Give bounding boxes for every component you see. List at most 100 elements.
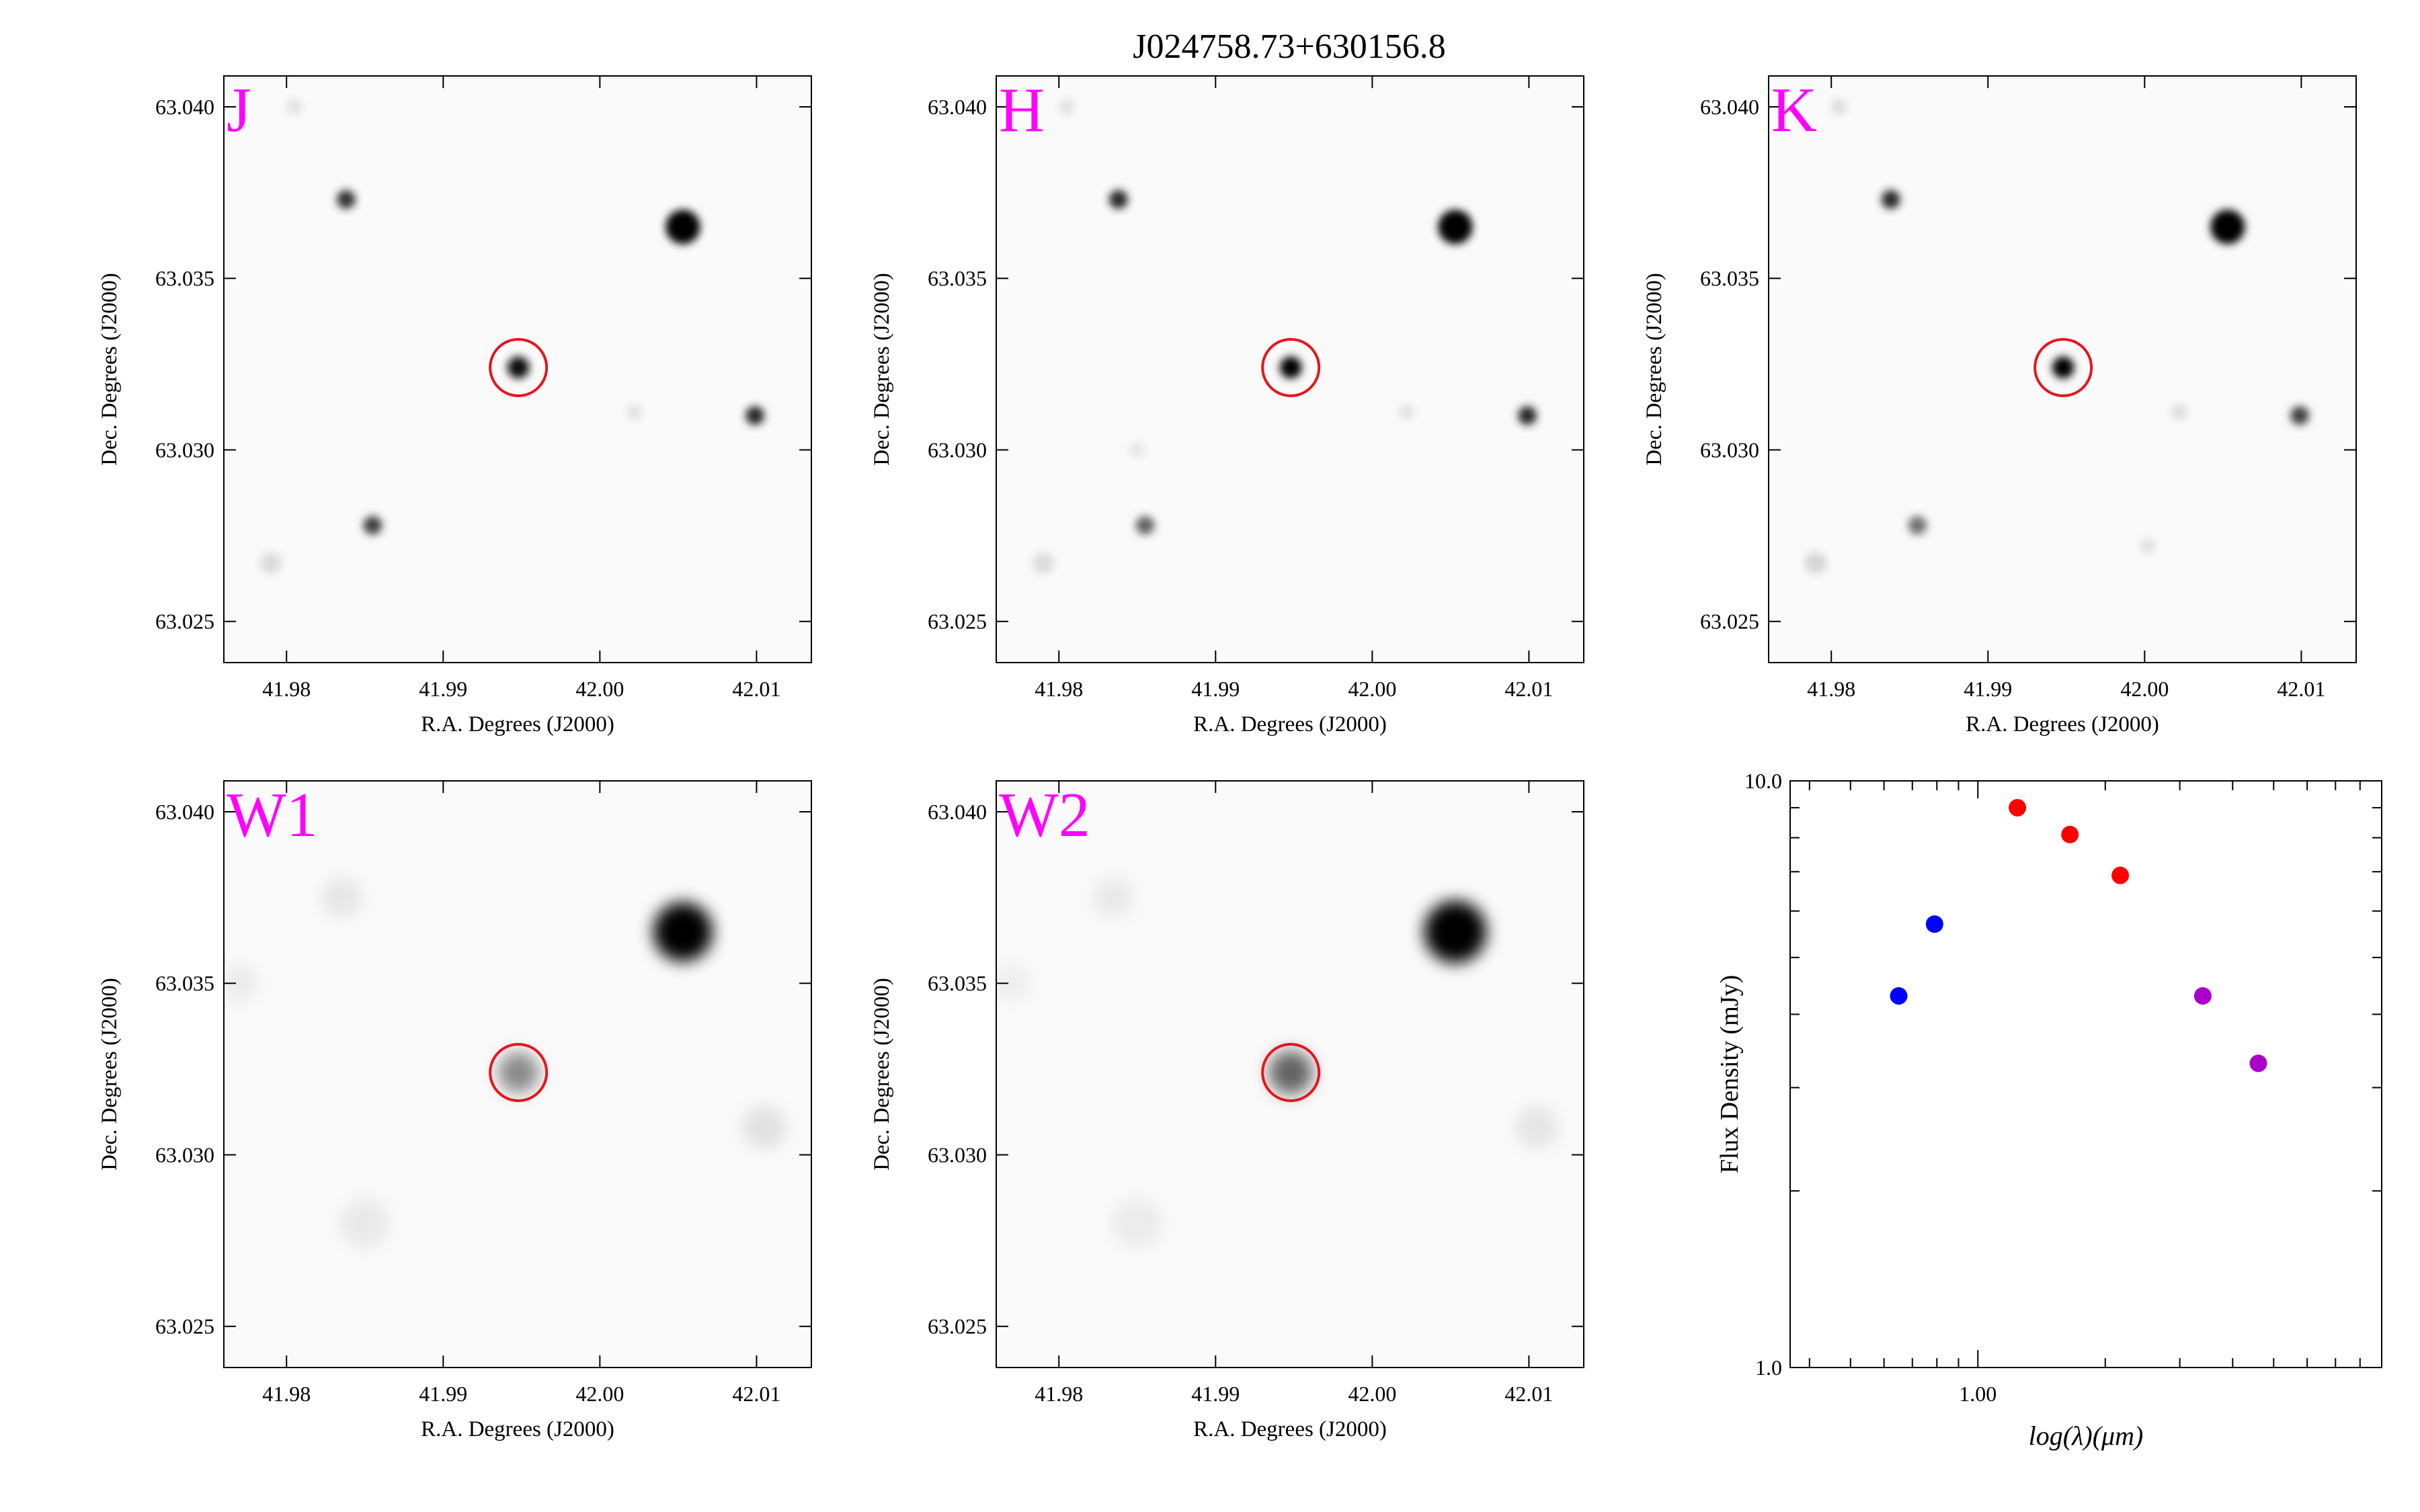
y-axis-label: Dec. Degrees (J2000) [97,273,122,466]
star-8 [1129,442,1145,458]
x-tick-label: 41.99 [419,677,467,701]
x-axis-label: R.A. Degrees (J2000) [1193,1417,1387,1441]
y-tick-label: 63.025 [928,1314,987,1339]
star-0 [1424,900,1487,964]
star-4 [1135,515,1155,535]
band-label: J [227,75,251,145]
panel-frame [996,75,1584,663]
x-tick-label: 42.01 [732,1382,780,1406]
star-2 [742,1105,787,1150]
star-6 [1831,99,1847,115]
y-tick-label: 63.040 [155,95,214,119]
y-tick-label: 63.035 [155,266,214,290]
star-0 [2210,209,2245,245]
star-0 [653,902,713,962]
star-field [1804,99,2310,575]
y-tick-label: 63.035 [928,266,987,290]
y-tick-label: 63.030 [1700,437,1759,462]
band-label: H [999,75,1045,145]
star-7 [626,404,643,420]
panel-frame [996,780,1584,1368]
star-4 [363,515,382,535]
star-4 [1908,515,1927,535]
y-tick-label: 63.025 [155,610,214,634]
x-axis-label: R.A. Degrees (J2000) [421,1417,614,1441]
star-5 [224,964,259,1003]
y-tick-label: 63.040 [1700,95,1759,119]
star-4 [1112,1198,1163,1249]
y-tick-label: 63.025 [155,1314,214,1339]
panel-frame [1768,75,2357,663]
star-0 [1438,209,1473,245]
star-3 [1108,190,1128,209]
target-circle [1261,337,1321,397]
y-tick-label: 63.040 [928,800,987,824]
y-axis-label: Dec. Degrees (J2000) [1642,273,1666,466]
star-2 [1518,406,1537,425]
target-circle [489,337,549,397]
panel-frame [223,780,812,1368]
star-8 [2140,538,2156,554]
x-tick-label: 42.00 [575,1382,624,1406]
x-tick-label: 1.00 [1959,1382,1997,1406]
y-tick-label: 63.025 [928,610,987,634]
y-axis-label: Dec. Degrees (J2000) [870,978,894,1171]
panel-frame [223,75,812,663]
star-field [1032,99,1537,575]
figure-title: J024758.73+630156.8 [1133,28,1446,66]
band-label: K [1771,75,1817,145]
sed-chart: 1.0 10.0 1.00 log(λ)(μm) Flux Density (mJy) [1716,769,2382,1451]
y-axis-label: Flux Density (mJy) [1716,975,1744,1174]
star-5 [1032,552,1055,575]
band-label: W2 [999,780,1090,850]
x-tick-label: 41.98 [1035,677,1083,701]
x-tick-label: 42.00 [1348,677,1396,701]
target-circle [1261,1042,1321,1102]
panel-w1: 41.98 41.99 42.00 42.01 63.025 63.030 63.035 63… [97,780,812,1441]
data-point-0 [1890,986,1908,1005]
star-0 [666,209,700,245]
star-3 [1093,877,1135,918]
star-1 [497,1052,539,1093]
star-3 [1881,190,1900,209]
x-tick-label: 41.98 [262,1382,311,1406]
y-axis-label: Dec. Degrees (J2000) [870,273,894,466]
x-tick-label: 41.99 [1191,1382,1240,1406]
data-point-4 [2111,866,2130,884]
x-tick-label: 42.00 [2120,677,2169,701]
star-6 [286,99,302,115]
y-tick-label: 63.030 [928,437,987,462]
star-1 [1268,1050,1313,1095]
x-tick-label: 41.98 [1807,677,1855,701]
star-5 [259,552,282,575]
y-tick-label: 10.0 [1744,769,1782,793]
x-tick-label: 42.00 [575,677,624,701]
x-axis-label: R.A. Degrees (J2000) [421,712,614,737]
y-tick-label: 63.040 [155,800,214,824]
star-field [259,99,765,575]
y-tick-label: 63.040 [928,95,987,119]
data-point-1 [1925,915,1943,933]
star-field [996,877,1559,1249]
star-2 [745,406,765,425]
data-point-2 [2009,798,2027,816]
data-point-6 [2249,1054,2267,1073]
star-3 [321,877,362,918]
x-tick-label: 42.01 [1504,677,1553,701]
y-tick-label: 1.0 [1755,1355,1782,1380]
star-2 [1515,1105,1559,1150]
panel-k: 41.98 41.99 42.00 42.01 63.025 63.030 63.035 63… [1642,75,2357,737]
x-tick-label: 42.01 [1504,1382,1553,1406]
star-7 [2171,404,2187,420]
x-tick-label: 41.99 [419,1382,467,1406]
x-tick-label: 42.00 [1348,1382,1396,1406]
y-tick-label: 63.025 [1700,610,1759,634]
star-2 [2290,406,2310,425]
x-tick-label: 41.99 [1191,677,1240,701]
data-point-3 [2061,825,2079,843]
x-axis-label: R.A. Degrees (J2000) [1966,712,2159,737]
panel-j: 41.98 41.99 42.00 42.01 63.025 63.030 63.035 63… [97,75,812,737]
x-tick-label: 41.99 [1964,677,2012,701]
star-1 [507,356,530,379]
